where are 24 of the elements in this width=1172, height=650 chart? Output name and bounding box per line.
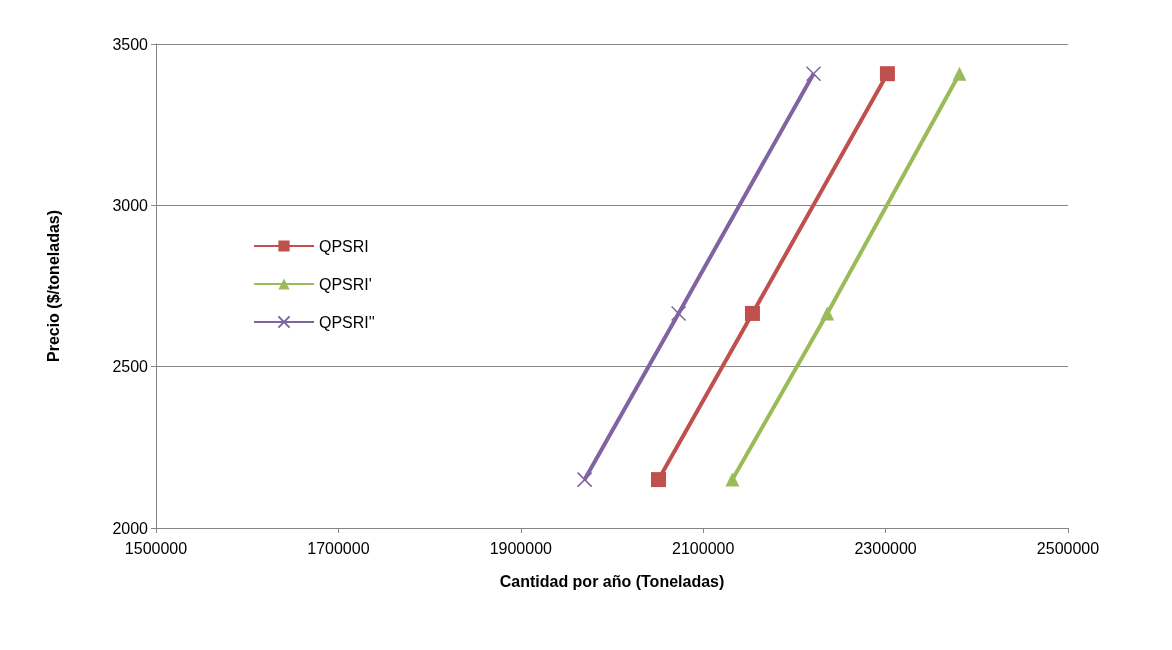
point xyxy=(651,472,667,488)
point xyxy=(879,66,895,82)
x-tick-label: 1500000 xyxy=(124,539,188,557)
x-tick-label: 2500000 xyxy=(1036,539,1100,557)
point xyxy=(725,472,740,487)
point xyxy=(805,65,822,82)
point xyxy=(744,305,760,321)
point xyxy=(670,305,687,322)
point xyxy=(820,306,835,321)
point xyxy=(576,471,593,488)
x-tick-label: 1700000 xyxy=(307,539,370,557)
x-tick-label: 1900000 xyxy=(489,539,553,557)
point xyxy=(952,66,967,81)
legend-label: QPSRI xyxy=(319,237,369,255)
legend-label: QPSRI' xyxy=(319,275,372,293)
x-tick-label: 2300000 xyxy=(854,539,917,557)
y-tick-label: 2500 xyxy=(112,358,149,376)
y-tick-label: 3000 xyxy=(112,196,149,214)
x-tick-label: 2100000 xyxy=(672,539,735,557)
y-tick-label: 3500 xyxy=(112,35,149,53)
y-tick-label: 2000 xyxy=(112,519,149,537)
y-axis-title: Precio ($/toneladas) xyxy=(44,209,62,363)
x-axis-title: Cantidad por año (Toneladas) xyxy=(499,572,725,590)
legend-label: QPSRI'' xyxy=(319,313,375,331)
